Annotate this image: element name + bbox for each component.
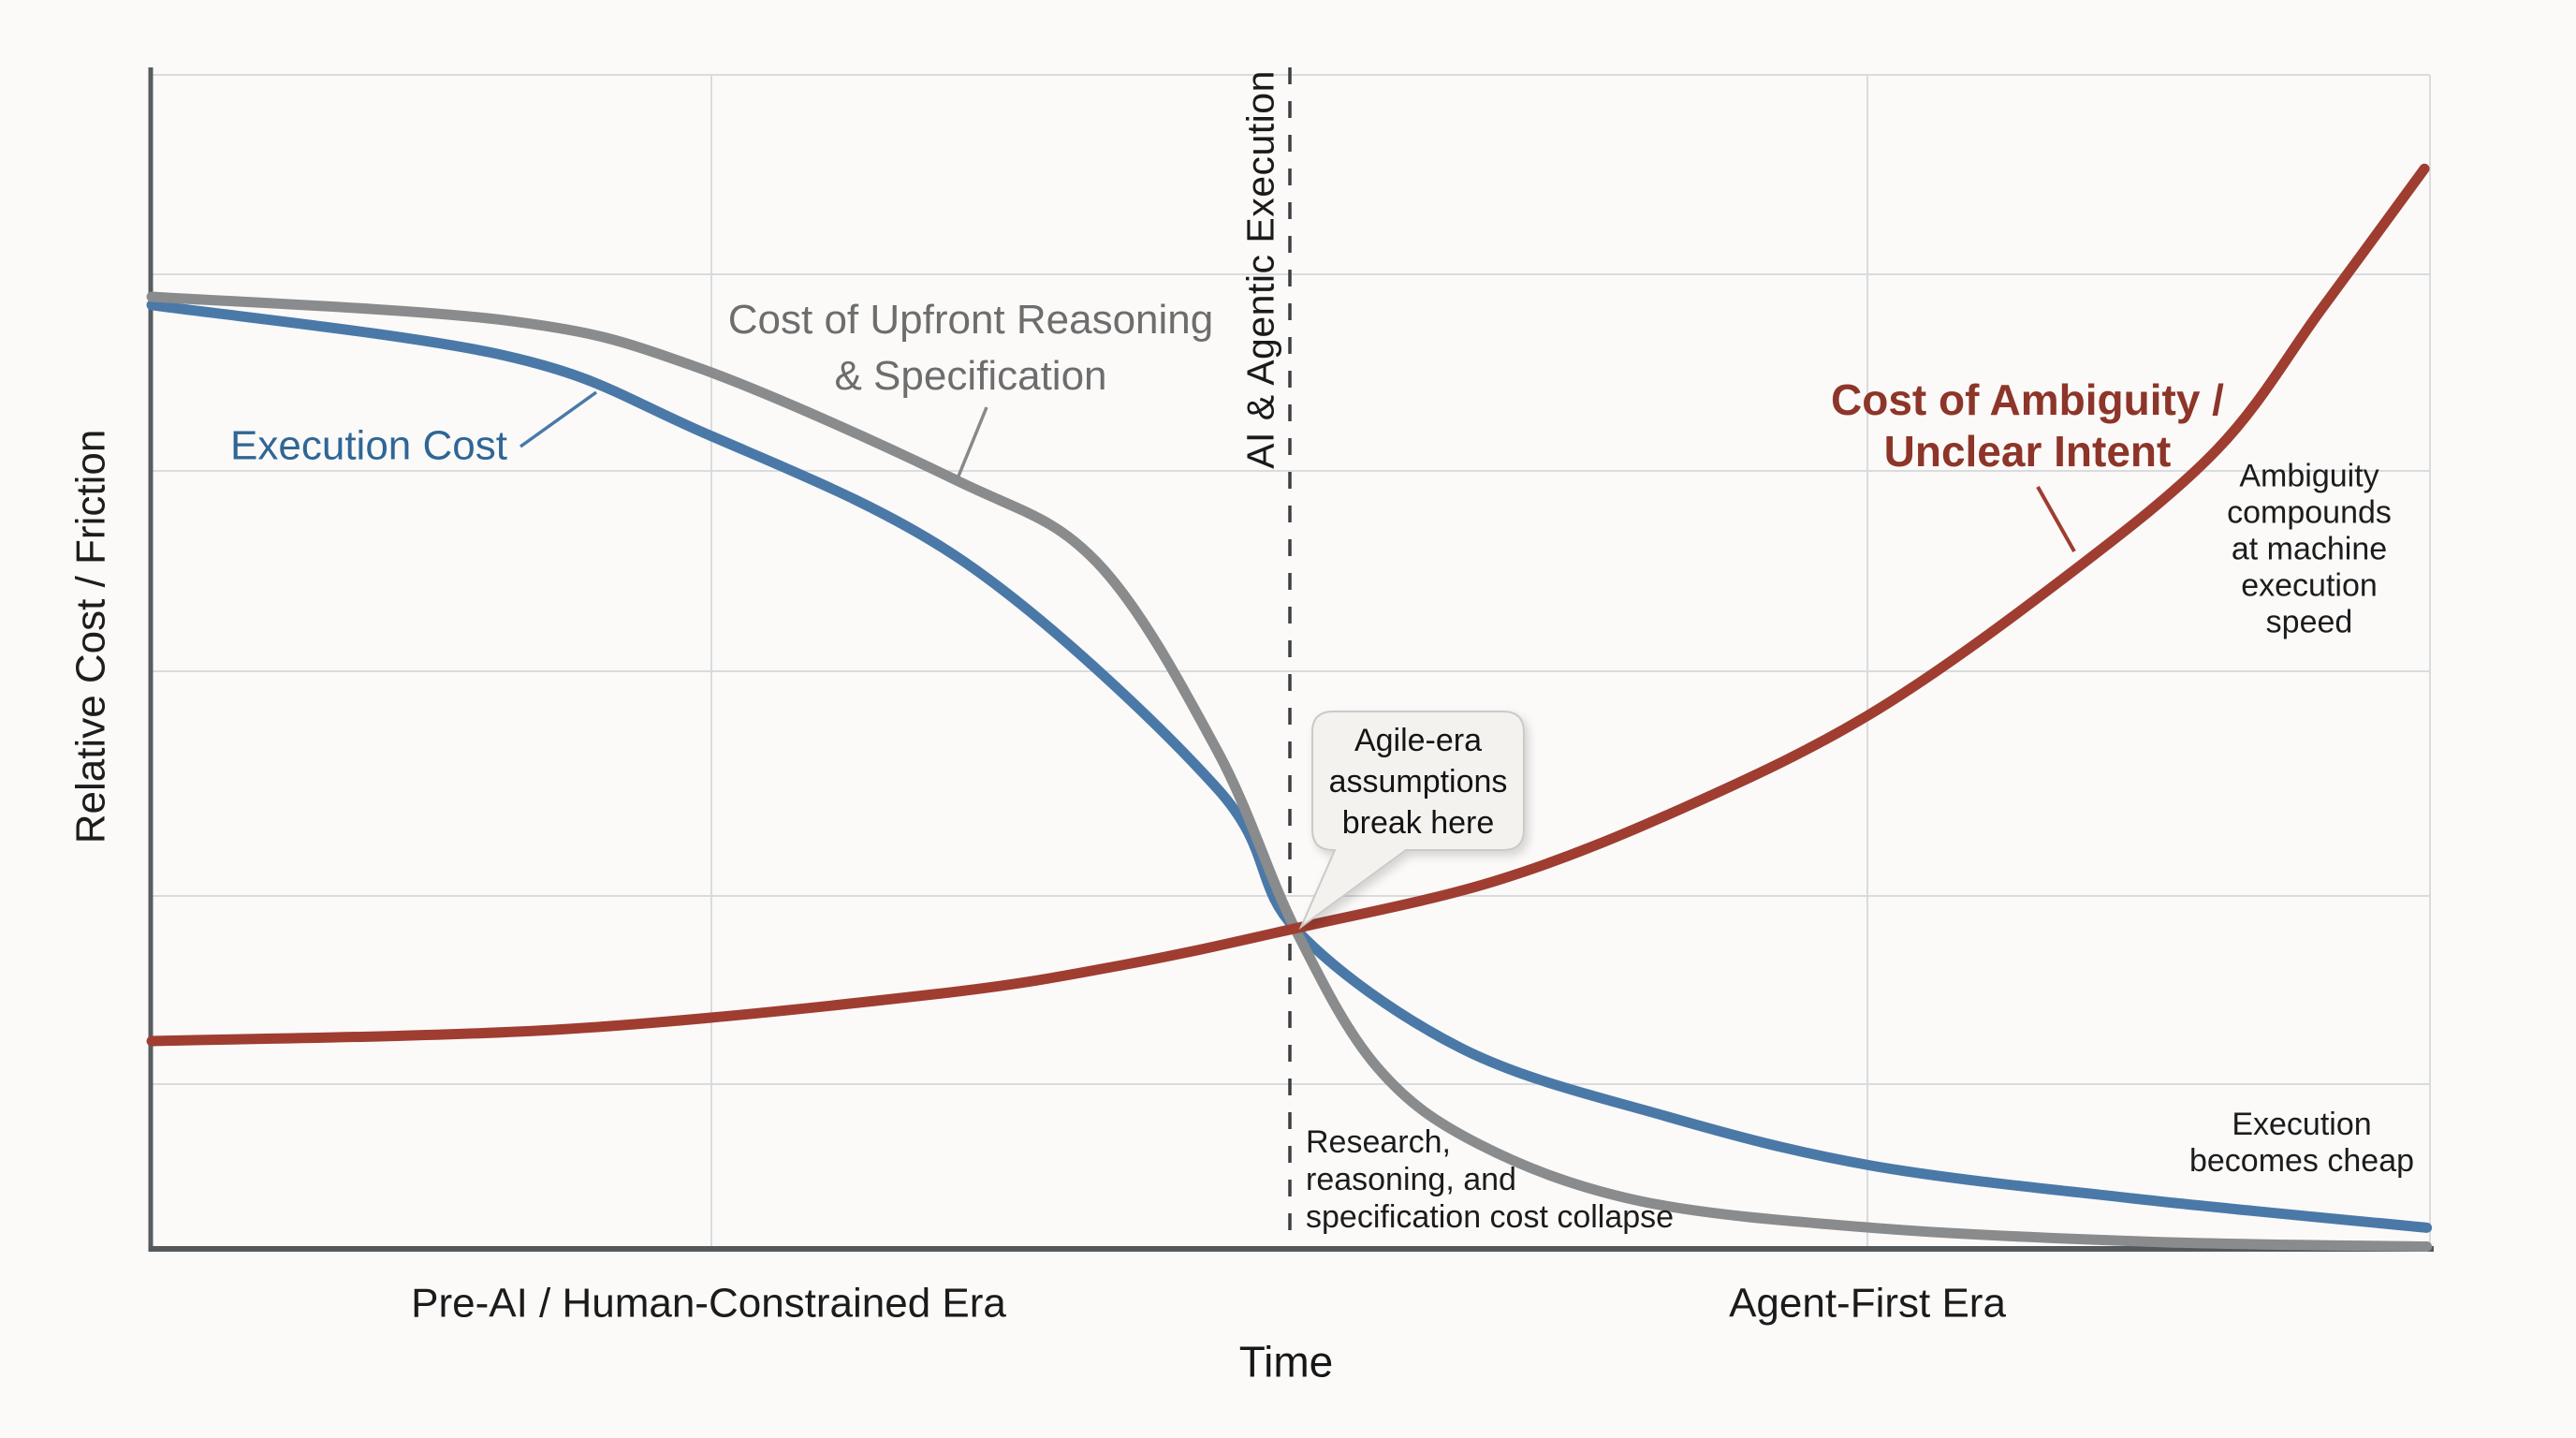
ai-agentic-execution-label: AI & Agentic Execution xyxy=(1238,70,1282,469)
ambiguity-leader-line xyxy=(2036,486,2076,552)
ambiguity-compounds-annotation: Ambiguity compounds at machine execution… xyxy=(2227,458,2392,640)
y-axis-title: Relative Cost / Friction xyxy=(67,429,114,844)
upfront-reasoning-curve-label: Cost of Upfront Reasoning & Specificatio… xyxy=(727,297,1214,399)
x-axis-title: Time xyxy=(1238,1337,1334,1387)
research-cost-collapse-annotation: Research, reasoning, and specification c… xyxy=(1306,1124,1675,1235)
ambiguity-curve xyxy=(146,163,2430,1047)
upfront-leader-line xyxy=(956,406,988,479)
callout-bubble xyxy=(1298,711,1525,931)
execution-cost-curve-label: Execution Cost xyxy=(230,422,507,469)
ambiguity-curve-label: Cost of Ambiguity / Unclear Intent xyxy=(1831,375,2224,476)
callout-bubble-text: Agile-era assumptions break here xyxy=(1328,723,1508,841)
execution-becomes-cheap-annotation: Execution becomes cheap xyxy=(2188,1107,2415,1179)
era-label-pre-ai: Pre-AI / Human-Constrained Era xyxy=(411,1280,1006,1327)
upfront-reasoning-curve xyxy=(146,291,2433,1252)
era-label-agent-first: Agent-First Era xyxy=(1729,1280,2006,1327)
execution-cost-leader-line xyxy=(519,390,598,448)
